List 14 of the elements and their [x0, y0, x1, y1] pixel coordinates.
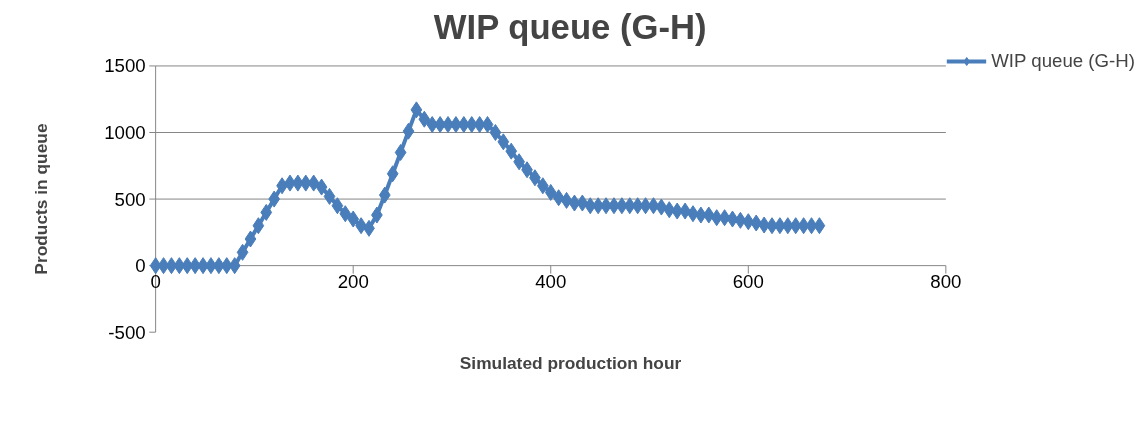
x-axis-title: Simulated production hour: [459, 352, 682, 373]
chart-title: WIP queue (G-H): [433, 7, 707, 46]
y-tick-label: 1000: [104, 122, 146, 143]
y-tick-label: 500: [114, 188, 146, 210]
legend-label: WIP queue (G-H): [991, 50, 1135, 72]
y-tick-label: 1500: [104, 55, 146, 77]
y-tick-label: -500: [108, 321, 146, 343]
x-tick-label: 600: [732, 270, 764, 292]
x-tick-label: 200: [337, 270, 369, 292]
x-tick-label: 400: [535, 270, 567, 292]
y-tick-label: 0: [135, 255, 146, 277]
y-axis-title: Products in queue: [31, 123, 52, 275]
x-tick-label: 0: [150, 270, 161, 292]
x-tick-label: 800: [930, 270, 962, 292]
